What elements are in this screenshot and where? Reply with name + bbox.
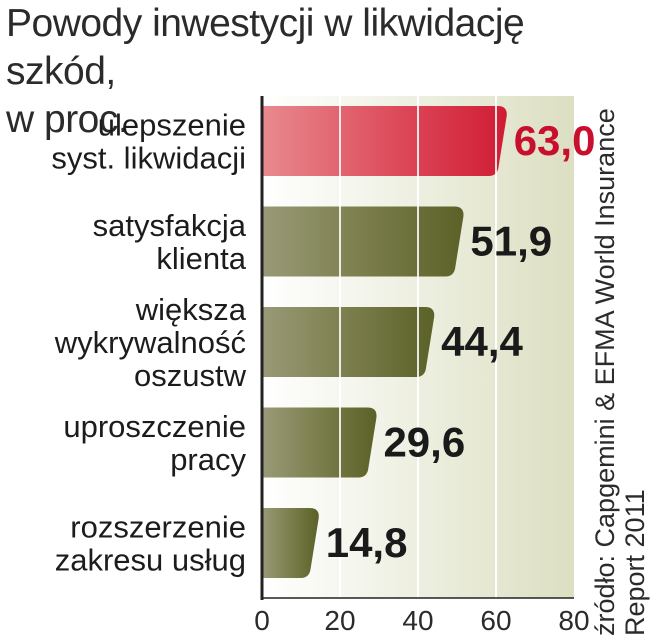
category-label: większa: [135, 292, 247, 327]
value-label: 51,9: [470, 218, 552, 265]
x-tick-label: 80: [558, 605, 589, 636]
x-tick-label: 60: [480, 605, 511, 636]
x-tick-label: 20: [324, 605, 355, 636]
value-label: 14,8: [326, 519, 408, 566]
category-label: zakresu usług: [55, 543, 246, 578]
bar: [262, 106, 507, 176]
bar: [262, 407, 377, 478]
category-label: oszustw: [134, 358, 247, 393]
category-label: syst. likwidacji: [51, 141, 246, 176]
category-label: uproszczenie: [63, 409, 246, 444]
category-label: ulepszenie: [98, 108, 246, 143]
category-label: klienta: [156, 241, 246, 276]
value-label: 29,6: [383, 419, 465, 466]
chart-subtitle: w proc.: [6, 98, 129, 141]
bar: [262, 206, 464, 277]
value-label: 63,0: [514, 117, 596, 164]
chart-title-block: Powody inwestycji w likwidację szkód, w …: [6, 0, 606, 144]
bar: [262, 508, 319, 578]
category-label: rozszerzenie: [70, 510, 246, 545]
value-label: 44,4: [441, 318, 523, 365]
x-tick-label: 0: [254, 605, 270, 636]
chart-title: Powody inwestycji w likwidację szkód,: [6, 2, 525, 93]
bar: [262, 307, 435, 377]
category-label: wykrywalność: [54, 325, 246, 360]
category-label: pracy: [170, 442, 246, 477]
x-tick-label: 40: [402, 605, 433, 636]
source-note: źródło: Capgemini & EFMA World Insurance: [590, 108, 620, 636]
source-note: Report 2011: [620, 489, 650, 636]
category-label: satysfakcja: [93, 208, 247, 243]
